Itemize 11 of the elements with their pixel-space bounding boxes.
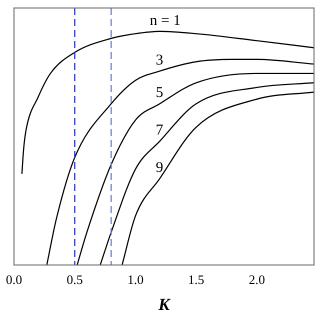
x-axis-title: K bbox=[157, 295, 172, 314]
series-label: 7 bbox=[156, 122, 164, 139]
x-tick-label: 2.0 bbox=[248, 272, 266, 288]
series-label: 9 bbox=[156, 160, 164, 176]
x-tick-label: 1.0 bbox=[127, 272, 144, 288]
x-tick-label: 0.0 bbox=[6, 272, 22, 288]
series-label: 5 bbox=[156, 85, 164, 102]
x-tick-label: 0.5 bbox=[66, 272, 83, 288]
x-tick-label: 1.5 bbox=[188, 272, 204, 288]
series-label: n = 1 bbox=[150, 12, 181, 29]
series-label: 3 bbox=[156, 52, 164, 69]
